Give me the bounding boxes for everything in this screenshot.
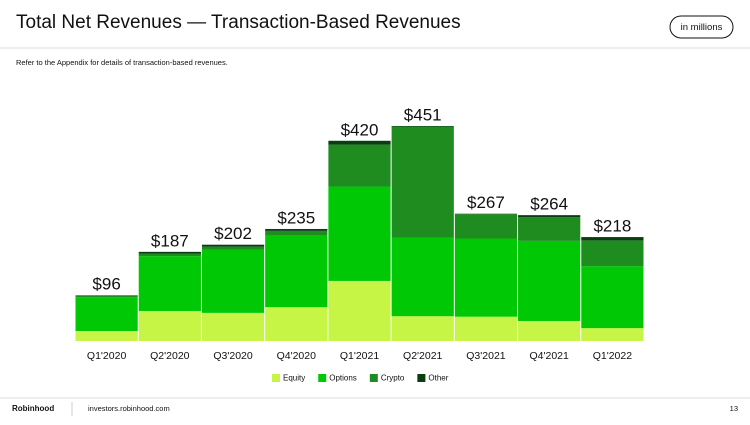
legend-swatch: [272, 374, 280, 382]
bar-segment: [139, 256, 201, 311]
x-tick-label: Q4'2021: [529, 350, 569, 362]
total-label: $264: [530, 195, 568, 214]
bar-segment: [265, 229, 327, 231]
legend-label: Other: [428, 374, 448, 383]
legend-label: Crypto: [381, 374, 405, 383]
bar-segment: [328, 145, 390, 187]
total-label: $202: [214, 224, 252, 243]
bar-segment: [202, 247, 264, 250]
bar-segment: [139, 311, 201, 341]
footer-brand: Robinhood: [12, 404, 54, 413]
legend-swatch: [318, 374, 326, 382]
x-tick-label: Q3'2021: [466, 350, 506, 362]
bar-segment: [265, 231, 327, 236]
bar-segment: [328, 281, 390, 341]
bar-segment: [392, 316, 454, 341]
bar-segment: [202, 249, 264, 312]
x-tick-label: Q1'2021: [340, 350, 380, 362]
bar-segment: [76, 297, 138, 331]
bar-segment: [455, 239, 517, 317]
bar-segment: [202, 245, 264, 247]
bar-segment: [328, 141, 390, 145]
page-number: 13: [730, 404, 738, 413]
bar-segment: [581, 266, 643, 328]
bar-segment: [455, 214, 517, 238]
bar-segment: [328, 187, 390, 281]
bar-segment: [518, 241, 580, 321]
bar-segment: [76, 331, 138, 341]
x-tick-label: Q2'2021: [403, 350, 443, 362]
footer-url: investors.robinhood.com: [88, 404, 170, 413]
total-label: $187: [151, 231, 189, 250]
bar-segment: [139, 254, 201, 256]
bar-segment: [202, 313, 264, 341]
bar-segment: [392, 238, 454, 317]
chart-title: Total Net Revenues — Transaction-Based R…: [16, 12, 461, 33]
legend-swatch: [370, 374, 378, 382]
subtitle: Refer to the Appendix for details of tra…: [16, 58, 228, 67]
bar-segment: [581, 240, 643, 266]
total-label: $451: [404, 105, 442, 124]
bar-segment: [518, 321, 580, 341]
total-label: $96: [92, 275, 120, 294]
bar-segment: [518, 215, 580, 217]
bar-segment: [518, 217, 580, 241]
total-label: $235: [277, 208, 315, 227]
total-label: $420: [341, 120, 379, 139]
x-tick-label: Q2'2020: [150, 350, 190, 362]
x-tick-label: Q1'2022: [593, 350, 633, 362]
x-tick-label: Q4'2020: [277, 350, 317, 362]
x-tick-label: Q1'2020: [87, 350, 127, 362]
bar-segment: [265, 307, 327, 341]
bar-segment: [76, 295, 138, 297]
bar-segment: [265, 236, 327, 308]
x-tick-label: Q3'2020: [213, 350, 253, 362]
badge: in millions: [681, 22, 723, 33]
legend-swatch: [417, 374, 425, 382]
total-label: $218: [593, 217, 631, 236]
bar-segment: [392, 126, 454, 237]
legend-label: Options: [329, 374, 357, 383]
bar-segment: [455, 317, 517, 341]
bar-segment: [581, 237, 643, 240]
bar-segment: [139, 252, 201, 254]
legend-label: Equity: [283, 374, 305, 383]
bar-segment: [581, 328, 643, 341]
total-label: $267: [467, 193, 505, 212]
